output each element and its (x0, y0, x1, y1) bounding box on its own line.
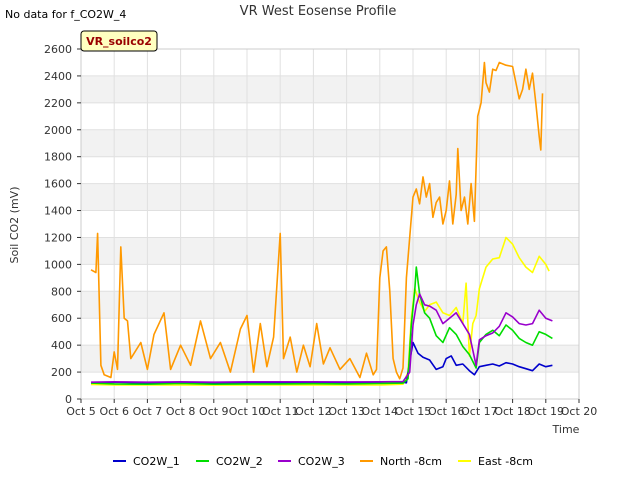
x-tick-label: Oct 6 (99, 405, 129, 418)
y-tick-label: 200 (51, 366, 72, 379)
site-label: VR_soilco2 (86, 35, 152, 48)
y-tick-label: 2400 (44, 70, 72, 83)
y-tick-label: 600 (51, 312, 72, 325)
x-tick-label: Oct 7 (133, 405, 163, 418)
x-tick-label: Oct 20 (561, 405, 598, 418)
x-tick-label: Oct 8 (166, 405, 196, 418)
y-tick-label: 2000 (44, 124, 72, 137)
y-tick-label: 1200 (44, 231, 72, 244)
grid-band (81, 183, 579, 211)
y-tick-label: 400 (51, 339, 72, 352)
x-tick-label: Oct 16 (428, 405, 465, 418)
series-line-co2w-3 (90, 293, 553, 384)
grid-band (81, 129, 579, 157)
legend-label: North -8cm (380, 455, 442, 468)
site-label-box: VR_soilco2 (80, 30, 158, 52)
x-tick-label: Oct 19 (528, 405, 565, 418)
grid-band (81, 237, 579, 265)
y-tick-label: 1400 (44, 205, 72, 218)
y-tick-label: 1000 (44, 258, 72, 271)
legend-label: East -8cm (478, 455, 533, 468)
grid-band (81, 291, 579, 319)
x-tick-label: Oct 11 (262, 405, 299, 418)
x-axis-label: Time (552, 423, 580, 436)
legend-label: CO2W_1 (133, 455, 180, 468)
chart-title: VR West Eosense Profile (240, 4, 397, 19)
y-tick-label: 2200 (44, 97, 72, 110)
x-tick-label: Oct 17 (461, 405, 498, 418)
series-layer (90, 61, 553, 386)
background-bands (81, 75, 579, 373)
series-line-east-8cm (90, 236, 550, 386)
plot-frame (80, 48, 580, 400)
y-axis-ticks: 0 200 400 600 800 1000 1200 1400 1600 1800 2000 220… (44, 43, 81, 406)
series-line-north-8cm (90, 61, 544, 380)
x-tick-label: Oct 12 (295, 405, 332, 418)
x-tick-label: Oct 10 (229, 405, 266, 418)
legend-label: CO2W_3 (298, 455, 345, 468)
y-tick-label: 1600 (44, 178, 72, 191)
x-tick-label: Oct 13 (328, 405, 365, 418)
y-tick-label: 1800 (44, 151, 72, 164)
y-tick-label: 800 (51, 285, 72, 298)
legend: CO2W_1 CO2W_2 CO2W_3 North -8cm East -8cm (113, 455, 533, 468)
grid-band (81, 75, 579, 103)
x-tick-label: Oct 15 (395, 405, 432, 418)
x-tick-label: Oct 9 (199, 405, 229, 418)
y-tick-label: 0 (65, 393, 72, 406)
x-tick-label: Oct 18 (494, 405, 531, 418)
legend-label: CO2W_2 (216, 455, 263, 468)
series-line-co2w-2 (90, 266, 553, 386)
x-tick-label: Oct 5 (66, 405, 96, 418)
x-tick-label: Oct 14 (362, 405, 399, 418)
y-tick-label: 2600 (44, 43, 72, 56)
no-data-note: No data for f_CO2W_4 (5, 8, 126, 21)
y-axis-label: Soil CO2 (mV) (8, 187, 21, 264)
